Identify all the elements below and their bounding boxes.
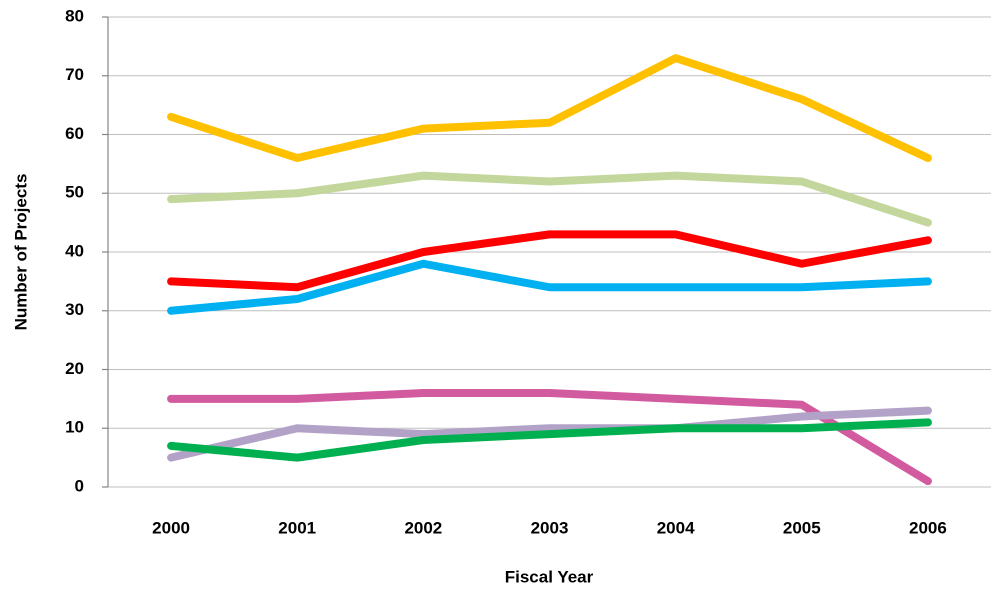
y-tick-label: 80 (65, 6, 84, 25)
x-tick-label: 2000 (152, 518, 190, 537)
y-tick-label: 20 (65, 359, 84, 378)
y-tick-label: 0 (75, 476, 84, 495)
y-tick-label: 60 (65, 124, 84, 143)
series-line (167, 171, 932, 227)
y-tick-label: 50 (65, 183, 84, 202)
y-tick-label: 40 (65, 241, 84, 260)
series-line (167, 406, 932, 462)
x-tick-label: 2004 (657, 518, 695, 537)
series-line (167, 230, 932, 292)
y-tick-label: 70 (65, 65, 84, 84)
x-axis-title: Fiscal Year (505, 567, 594, 586)
series-line (167, 54, 932, 162)
series-line (167, 259, 932, 315)
y-tick-label: 30 (65, 300, 84, 319)
x-tick-label: 2003 (531, 518, 569, 537)
x-tick-label: 2001 (278, 518, 316, 537)
y-tick-label: 10 (65, 418, 84, 437)
x-tick-label: 2002 (404, 518, 442, 537)
y-axis-title: Number of Projects (11, 174, 30, 331)
x-tick-label: 2006 (909, 518, 947, 537)
series-line (167, 418, 932, 462)
series-line (167, 389, 932, 486)
x-tick-label: 2005 (783, 518, 821, 537)
